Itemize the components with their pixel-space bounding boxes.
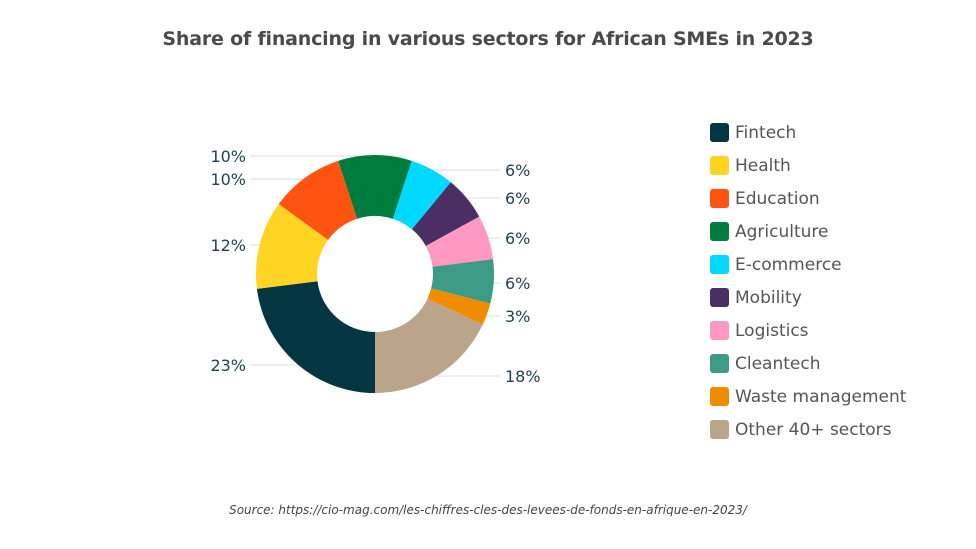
slice-e-commerce <box>392 160 451 230</box>
slice-fintech <box>256 281 375 394</box>
data-label: 12% <box>210 236 246 255</box>
legend-item: Mobility <box>710 281 906 314</box>
legend-label: Logistics <box>735 320 809 341</box>
legend-label: Waste management <box>735 386 907 407</box>
legend-item: Cleantech <box>710 347 906 380</box>
legend-label: Health <box>735 155 791 176</box>
legend-swatch <box>710 255 729 274</box>
slice-agriculture <box>338 155 412 219</box>
data-label: 18% <box>505 367 541 386</box>
legend: Fintech Health Education Agriculture E-comme… <box>710 116 906 446</box>
legend-swatch <box>710 222 729 241</box>
legend-label: Cleantech <box>735 353 821 374</box>
data-label: 23% <box>210 356 246 375</box>
legend-label: E-commerce <box>735 254 842 275</box>
legend-swatch <box>710 387 729 406</box>
legend-item: Agriculture <box>710 215 906 248</box>
data-label: 6% <box>505 161 530 180</box>
slice-logistics <box>425 216 494 267</box>
legend-item: Education <box>710 182 906 215</box>
legend-item: Health <box>710 149 906 182</box>
legend-swatch <box>710 321 729 340</box>
legend-swatch <box>710 420 729 439</box>
slice-education <box>278 160 358 240</box>
slice-health <box>256 204 329 289</box>
legend-item: E-commerce <box>710 248 906 281</box>
slice-waste-management <box>427 288 491 325</box>
legend-item: Logistics <box>710 314 906 347</box>
slice-cleantech <box>431 259 495 304</box>
source-note: Source: https://cio-mag.com/les-chiffres… <box>229 503 747 517</box>
data-label: 10% <box>210 170 246 189</box>
data-label: 3% <box>505 307 530 326</box>
legend-item: Other 40+ sectors <box>710 413 906 446</box>
legend-item: Waste management <box>710 380 906 413</box>
data-label: 6% <box>505 189 530 208</box>
data-label: 10% <box>210 147 246 166</box>
data-label: 6% <box>505 274 530 293</box>
legend-swatch <box>710 288 729 307</box>
legend-swatch <box>710 156 729 175</box>
chart-title: Share of financing in various sectors fo… <box>162 28 814 50</box>
slice-mobility <box>411 182 480 247</box>
legend-label: Other 40+ sectors <box>735 419 892 440</box>
slice-other-40-sectors <box>375 298 483 393</box>
legend-swatch <box>710 189 729 208</box>
legend-label: Education <box>735 188 820 209</box>
legend-label: Mobility <box>735 287 802 308</box>
legend-swatch <box>710 354 729 373</box>
legend-swatch <box>710 123 729 142</box>
legend-label: Fintech <box>735 122 797 143</box>
legend-label: Agriculture <box>735 221 829 242</box>
data-label: 6% <box>505 229 530 248</box>
legend-item: Fintech <box>710 116 906 149</box>
